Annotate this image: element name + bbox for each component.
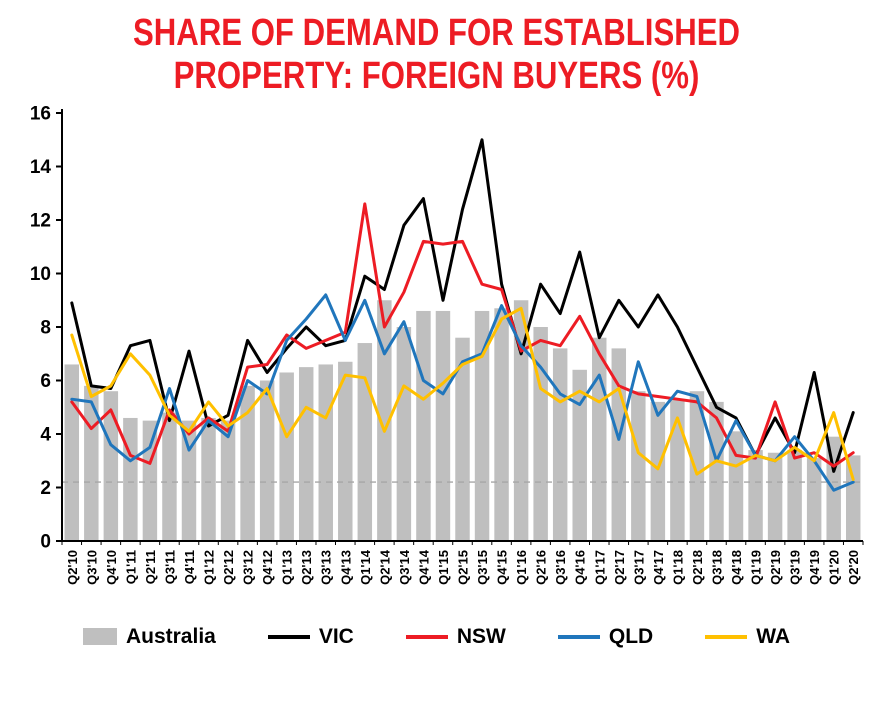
x-tick-label: Q2'20 <box>846 550 861 585</box>
x-tick-label: Q4'17 <box>651 550 666 585</box>
y-tick-label: 4 <box>40 424 51 445</box>
chart-legend: Australia VIC NSW QLD WA <box>0 625 873 649</box>
x-tick-label: Q2'19 <box>768 550 783 585</box>
legend-label-wa: WA <box>756 624 791 648</box>
x-tick-label: Q2'14 <box>377 549 392 585</box>
x-tick-label: Q1'12 <box>202 550 217 585</box>
x-tick-label: Q1'14 <box>358 549 373 585</box>
y-tick-label: 0 <box>40 531 51 552</box>
x-tick-label: Q3'10 <box>84 550 99 585</box>
x-tick-label: Q4'18 <box>729 550 744 585</box>
series-line-vic <box>70 137 855 473</box>
x-tick-label: Q2'17 <box>612 550 627 585</box>
x-tick-label: Q2'15 <box>456 550 471 585</box>
chart-page: SHARE OF DEMAND FOR ESTABLISHED PROPERTY… <box>0 12 873 707</box>
legend-item-vic: VIC <box>267 624 354 649</box>
x-tick-label: Q3'11 <box>163 550 178 584</box>
x-tick-label: Q4'12 <box>260 550 275 585</box>
nsw-line-swatch <box>405 634 448 639</box>
x-tick-label: Q2'16 <box>534 550 549 585</box>
x-tick-label: Q3'14 <box>397 549 412 585</box>
y-tick-label: 10 <box>30 264 51 285</box>
y-tick-label: 12 <box>30 210 51 231</box>
x-tick-label: Q1'17 <box>592 550 607 585</box>
legend-label-nsw: NSW <box>456 624 506 648</box>
legend-item-australia: Australia <box>82 624 216 649</box>
x-tick-label: Q1'13 <box>280 550 295 585</box>
legend-label-vic: VIC <box>318 624 354 648</box>
chart-plot: 0 2 4 6 8 10 12 14 16 Q2'10 Q3'10 Q4'10 Q1'11 Q2'11 Q3… <box>30 103 864 585</box>
x-tick-label: Q1'15 <box>436 550 451 585</box>
series-line-wa <box>70 306 855 481</box>
x-tick-label: Q3'15 <box>475 550 490 585</box>
x-tick-label: Q3'18 <box>710 550 725 585</box>
x-tick-label: Q4'11 <box>182 550 197 584</box>
x-tick-label: Q2'10 <box>65 550 80 585</box>
legend-item-wa: WA <box>705 625 790 649</box>
x-tick-label: Q3'16 <box>553 550 568 585</box>
x-tick-label: Q3'12 <box>241 550 256 585</box>
x-tick-label: Q3'19 <box>788 550 803 585</box>
x-tick-label: Q4'13 <box>338 550 353 585</box>
y-tick-label: 16 <box>30 103 51 124</box>
x-tick-label: Q3'17 <box>631 550 646 585</box>
x-tick-label: Q4'15 <box>495 550 510 585</box>
chart-title-line2: PROPERTY: FOREIGN BUYERS (%) <box>173 55 700 98</box>
series-bars-australia <box>64 299 861 541</box>
x-tick-label: Q4'16 <box>573 550 588 585</box>
x-tick-label: Q2'12 <box>221 550 236 585</box>
series-line-nsw <box>70 202 855 468</box>
x-tick-label: Q2'18 <box>690 550 705 585</box>
x-tick-label: Q1'19 <box>749 550 764 585</box>
qld-line-swatch <box>557 634 600 639</box>
x-tick-label: Q1'18 <box>670 550 685 585</box>
x-tick-label: Q3'13 <box>319 550 334 585</box>
x-tick-label: Q1'20 <box>827 550 842 585</box>
australia-bar-swatch <box>82 628 117 646</box>
y-tick-label: 2 <box>40 478 51 499</box>
vic-line-swatch <box>267 634 310 639</box>
legend-item-qld: QLD <box>557 624 654 649</box>
x-tick-label: Q1'16 <box>514 550 529 585</box>
x-tick-label: Q2'13 <box>299 550 314 585</box>
legend-label-australia: Australia <box>125 624 216 648</box>
legend-label-qld: QLD <box>608 624 654 648</box>
chart-title: SHARE OF DEMAND FOR ESTABLISHED PROPERTY… <box>79 12 795 99</box>
wa-line-swatch <box>705 634 748 639</box>
y-tick-label: 8 <box>40 317 51 338</box>
x-tick-label: Q4'10 <box>104 550 119 585</box>
y-tick-label: 6 <box>40 371 51 392</box>
series-line-qld <box>70 293 855 492</box>
legend-item-nsw: NSW <box>405 624 506 649</box>
chart-title-line1: SHARE OF DEMAND FOR ESTABLISHED <box>132 12 741 54</box>
x-tick-label: Q2'11 <box>143 550 158 584</box>
y-tick-label: 14 <box>30 157 52 178</box>
x-tick-label: Q4'19 <box>807 550 822 585</box>
x-tick-label: Q1'11 <box>123 550 138 584</box>
x-tick-label: Q4'14 <box>416 549 431 585</box>
